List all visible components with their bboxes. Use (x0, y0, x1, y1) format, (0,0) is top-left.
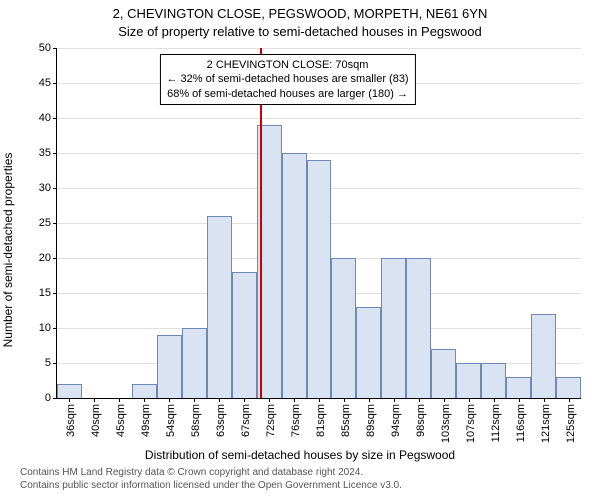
xtick-label: 116sqm (515, 398, 527, 442)
ytick-label: 35 (27, 147, 51, 159)
xtick-label: 94sqm (390, 398, 402, 437)
y-axis-label: Number of semi-detached properties (1, 153, 15, 348)
xtick-label: 72sqm (265, 398, 277, 437)
ytick-mark (53, 223, 57, 224)
histogram-bar (456, 363, 481, 398)
ytick-label: 50 (27, 42, 51, 54)
histogram-bar (182, 328, 207, 398)
ytick-label: 5 (27, 357, 51, 369)
histogram-bar (556, 377, 581, 398)
histogram-bar (406, 258, 431, 398)
chart-container: 2, CHEVINGTON CLOSE, PEGSWOOD, MORPETH, … (0, 0, 600, 500)
histogram-bar (506, 377, 531, 398)
ytick-mark (53, 398, 57, 399)
xtick-label: 49sqm (140, 398, 152, 437)
xtick-label: 98sqm (415, 398, 427, 437)
histogram-bar (331, 258, 356, 398)
attribution-footer: Contains HM Land Registry data © Crown c… (0, 466, 600, 492)
histogram-bar (57, 384, 82, 398)
xtick-label: 103sqm (440, 398, 452, 443)
ytick-label: 10 (27, 322, 51, 334)
ytick-mark (53, 48, 57, 49)
ytick-label: 20 (27, 252, 51, 264)
histogram-bar (481, 363, 506, 398)
ytick-label: 30 (27, 182, 51, 194)
xtick-label: 76sqm (290, 398, 302, 437)
ytick-mark (53, 188, 57, 189)
xtick-label: 89sqm (365, 398, 377, 437)
gridline (57, 118, 581, 119)
ytick-mark (53, 258, 57, 259)
xtick-label: 107sqm (465, 398, 477, 443)
xtick-label: 58sqm (190, 398, 202, 437)
gridline (57, 153, 581, 154)
xtick-label: 112sqm (490, 398, 502, 442)
annotation-line: 2 CHEVINGTON CLOSE: 70sqm (166, 58, 408, 72)
histogram-bar (157, 335, 182, 398)
xtick-label: 36sqm (65, 398, 77, 437)
histogram-bar (232, 272, 257, 398)
chart-title-line2: Size of property relative to semi-detach… (0, 24, 600, 39)
histogram-bar (356, 307, 381, 398)
ytick-mark (53, 328, 57, 329)
x-axis-label: Distribution of semi-detached houses by … (0, 448, 600, 462)
ytick-label: 0 (27, 392, 51, 404)
annotation-line: ← 32% of semi-detached houses are smalle… (166, 72, 408, 86)
xtick-label: 40sqm (90, 398, 102, 437)
ytick-mark (53, 153, 57, 154)
histogram-bar (132, 384, 157, 398)
plot-area: 0510152025303540455036sqm40sqm45sqm49sqm… (56, 48, 581, 399)
histogram-bar (207, 216, 232, 398)
ytick-mark (53, 363, 57, 364)
annotation-line: 68% of semi-detached houses are larger (… (166, 87, 408, 101)
ytick-mark (53, 293, 57, 294)
xtick-label: 125sqm (565, 398, 577, 443)
ytick-mark (53, 83, 57, 84)
xtick-label: 63sqm (215, 398, 227, 437)
xtick-label: 67sqm (240, 398, 252, 437)
histogram-bar (282, 153, 307, 398)
gridline (57, 48, 581, 49)
ytick-mark (53, 118, 57, 119)
ytick-label: 25 (27, 217, 51, 229)
histogram-bar (381, 258, 406, 398)
xtick-label: 85sqm (340, 398, 352, 437)
xtick-label: 54sqm (165, 398, 177, 437)
histogram-bar (431, 349, 456, 398)
annotation-box: 2 CHEVINGTON CLOSE: 70sqm← 32% of semi-d… (159, 54, 415, 105)
ytick-label: 15 (27, 287, 51, 299)
xtick-label: 81sqm (315, 398, 327, 437)
chart-title-line1: 2, CHEVINGTON CLOSE, PEGSWOOD, MORPETH, … (0, 6, 600, 21)
histogram-bar (307, 160, 332, 398)
ytick-label: 45 (27, 77, 51, 89)
ytick-label: 40 (27, 112, 51, 124)
footer-line2: Contains public sector information licen… (20, 479, 600, 492)
footer-line1: Contains HM Land Registry data © Crown c… (20, 466, 600, 479)
histogram-bar (531, 314, 556, 398)
xtick-label: 45sqm (115, 398, 127, 437)
xtick-label: 121sqm (540, 398, 552, 443)
